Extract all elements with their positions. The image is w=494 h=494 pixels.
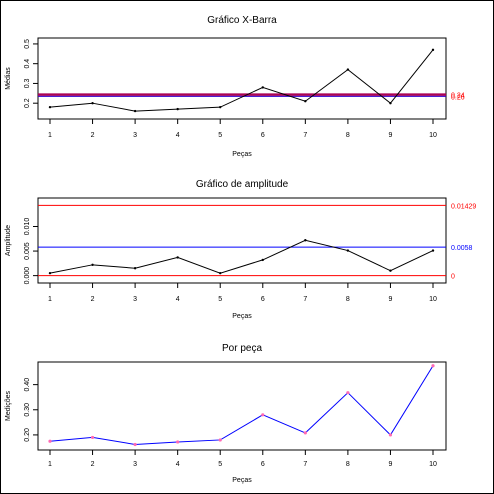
chart2-x-tick-label: 5 — [218, 296, 222, 303]
chart1-x-tick-label: 7 — [303, 132, 307, 139]
chart3-point — [90, 435, 95, 440]
chart3-point — [176, 440, 180, 444]
chart1-x-tick-label: 5 — [218, 132, 222, 139]
chart1-y-tick-label: 0.2 — [24, 98, 31, 108]
chart2-y-tick-label: 0.005 — [24, 242, 31, 260]
chart1-series-line — [49, 49, 434, 112]
chart3-point — [48, 439, 52, 443]
chart1-point — [389, 101, 392, 105]
chart3-series-line — [49, 365, 434, 445]
chart3-y-tick-label: 0.40 — [24, 378, 31, 392]
chart3-point — [261, 413, 265, 417]
chart1-x-tick-label: 3 — [133, 132, 137, 139]
chart1-x-tick-label: 10 — [429, 132, 437, 139]
chart1-control-band — [38, 93, 446, 97]
chart3-x-tick-label: 6 — [261, 461, 265, 468]
chart3-y-tick-label: 0.20 — [24, 428, 31, 442]
chart3-x-label: Peças — [232, 477, 252, 484]
chart3-x-tick-label: 7 — [303, 461, 307, 468]
chart1-point — [133, 109, 137, 113]
chart1-point — [48, 105, 52, 109]
chart2-point — [261, 258, 264, 262]
chart3-x-tick-label: 3 — [133, 461, 137, 468]
chart2-title: Gráfico de amplitude — [196, 179, 289, 190]
chart2-x-tick-label: 8 — [346, 296, 350, 303]
chart1-x-tick-label: 4 — [176, 132, 180, 139]
chart1-y-tick-label: 0.4 — [24, 59, 31, 69]
chart1-plot-box — [37, 37, 447, 120]
chart2-point — [389, 269, 392, 272]
chart2-point — [346, 249, 350, 252]
chart3-x-tick-label: 5 — [218, 461, 222, 468]
chart2-x-tick-label: 6 — [261, 296, 265, 303]
chart2-x-tick-label: 1 — [48, 296, 52, 303]
chart3-y-tick-label: 0.30 — [24, 403, 31, 417]
chart1-point — [304, 100, 307, 103]
chart3-x-tick-label: 8 — [346, 461, 350, 468]
chart2-x-tick-label: 3 — [133, 296, 137, 303]
chart3-point — [346, 391, 350, 395]
chart3-point — [133, 442, 137, 447]
chart2-x-tick-label: 9 — [388, 296, 392, 303]
chart2-point — [48, 271, 52, 275]
chart3-x-tick-label: 10 — [429, 461, 437, 468]
chart1-x-tick-label: 6 — [261, 132, 265, 139]
chart1-x-tick-label: 8 — [346, 132, 350, 139]
chart2-lcl-label: 0 — [451, 274, 455, 281]
chart3-x-tick-label: 1 — [48, 461, 52, 468]
chart2-x-tick-label: 7 — [303, 296, 307, 303]
chart2-x-tick-label: 2 — [91, 296, 95, 303]
chart3-point — [388, 433, 393, 437]
chart1-x-label: Peças — [232, 151, 252, 158]
chart1-control-label: 0.24 — [451, 92, 465, 99]
chart1-point — [346, 68, 350, 71]
chart3-point — [431, 364, 435, 368]
chart2-y-tick-label: 0.010 — [24, 218, 31, 236]
chart2-x-label: Peças — [232, 313, 252, 320]
chart1-point — [431, 48, 435, 52]
chart3-x-tick-label: 4 — [176, 461, 180, 468]
chart1-point — [261, 86, 264, 89]
chart1-y-tick-label: 0.5 — [24, 39, 31, 49]
chart1-point — [176, 107, 179, 111]
chart1-x-tick-label: 2 — [91, 132, 95, 139]
chart2-ucl-label: 0.01429 — [451, 203, 476, 210]
chart3-point — [218, 438, 222, 442]
chart2-plot-box — [37, 197, 447, 284]
chart1-y-tick-label: 0.3 — [24, 78, 31, 88]
chart2-point — [431, 249, 435, 252]
chart3-point — [303, 431, 307, 435]
chart1-control-label: 0.26 — [451, 94, 465, 101]
chart1-title: Gráfico X-Barra — [207, 15, 277, 26]
chart3-y-label: Medições — [5, 391, 12, 421]
chart1-x-tick-label: 1 — [48, 132, 52, 139]
chart3-x-tick-label: 2 — [91, 461, 95, 468]
chart3-plot-box — [37, 361, 447, 451]
chart2-point — [219, 271, 222, 275]
chart1-point — [91, 101, 94, 105]
chart2-point — [176, 256, 179, 259]
chart1-y-label: Médias — [5, 67, 12, 90]
chart2-point — [91, 263, 94, 267]
chart2-x-tick-label: 10 — [429, 296, 437, 303]
chart1-x-tick-label: 9 — [388, 132, 392, 139]
chart2-series-line — [49, 239, 434, 274]
chart2-point — [133, 267, 137, 270]
chart2-point — [304, 239, 307, 242]
chart2-y-tick-label: 0.000 — [24, 267, 31, 285]
chart3-x-tick-label: 9 — [388, 461, 392, 468]
chart3-title: Por peça — [222, 343, 262, 354]
chart1-point — [219, 105, 222, 109]
chart2-x-tick-label: 4 — [176, 296, 180, 303]
chart2-y-label: Amplitude — [5, 225, 12, 256]
chart2-center-label: 0.0058 — [451, 245, 473, 252]
